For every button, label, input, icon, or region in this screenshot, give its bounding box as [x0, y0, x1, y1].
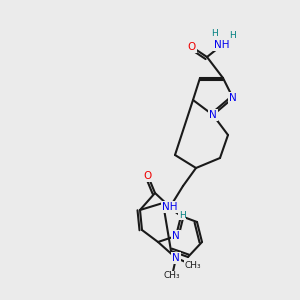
Text: H: H: [178, 211, 185, 220]
Text: O: O: [188, 42, 196, 52]
Text: N: N: [172, 231, 180, 241]
Text: NH: NH: [162, 202, 178, 212]
Text: NH: NH: [214, 40, 230, 50]
Text: CH₃: CH₃: [185, 260, 201, 269]
Text: H: H: [229, 32, 236, 40]
Text: O: O: [144, 171, 152, 181]
Text: H: H: [212, 28, 218, 38]
Text: N: N: [209, 110, 217, 120]
Text: CH₃: CH₃: [164, 272, 180, 280]
Text: N: N: [172, 253, 180, 263]
Text: N: N: [229, 93, 237, 103]
